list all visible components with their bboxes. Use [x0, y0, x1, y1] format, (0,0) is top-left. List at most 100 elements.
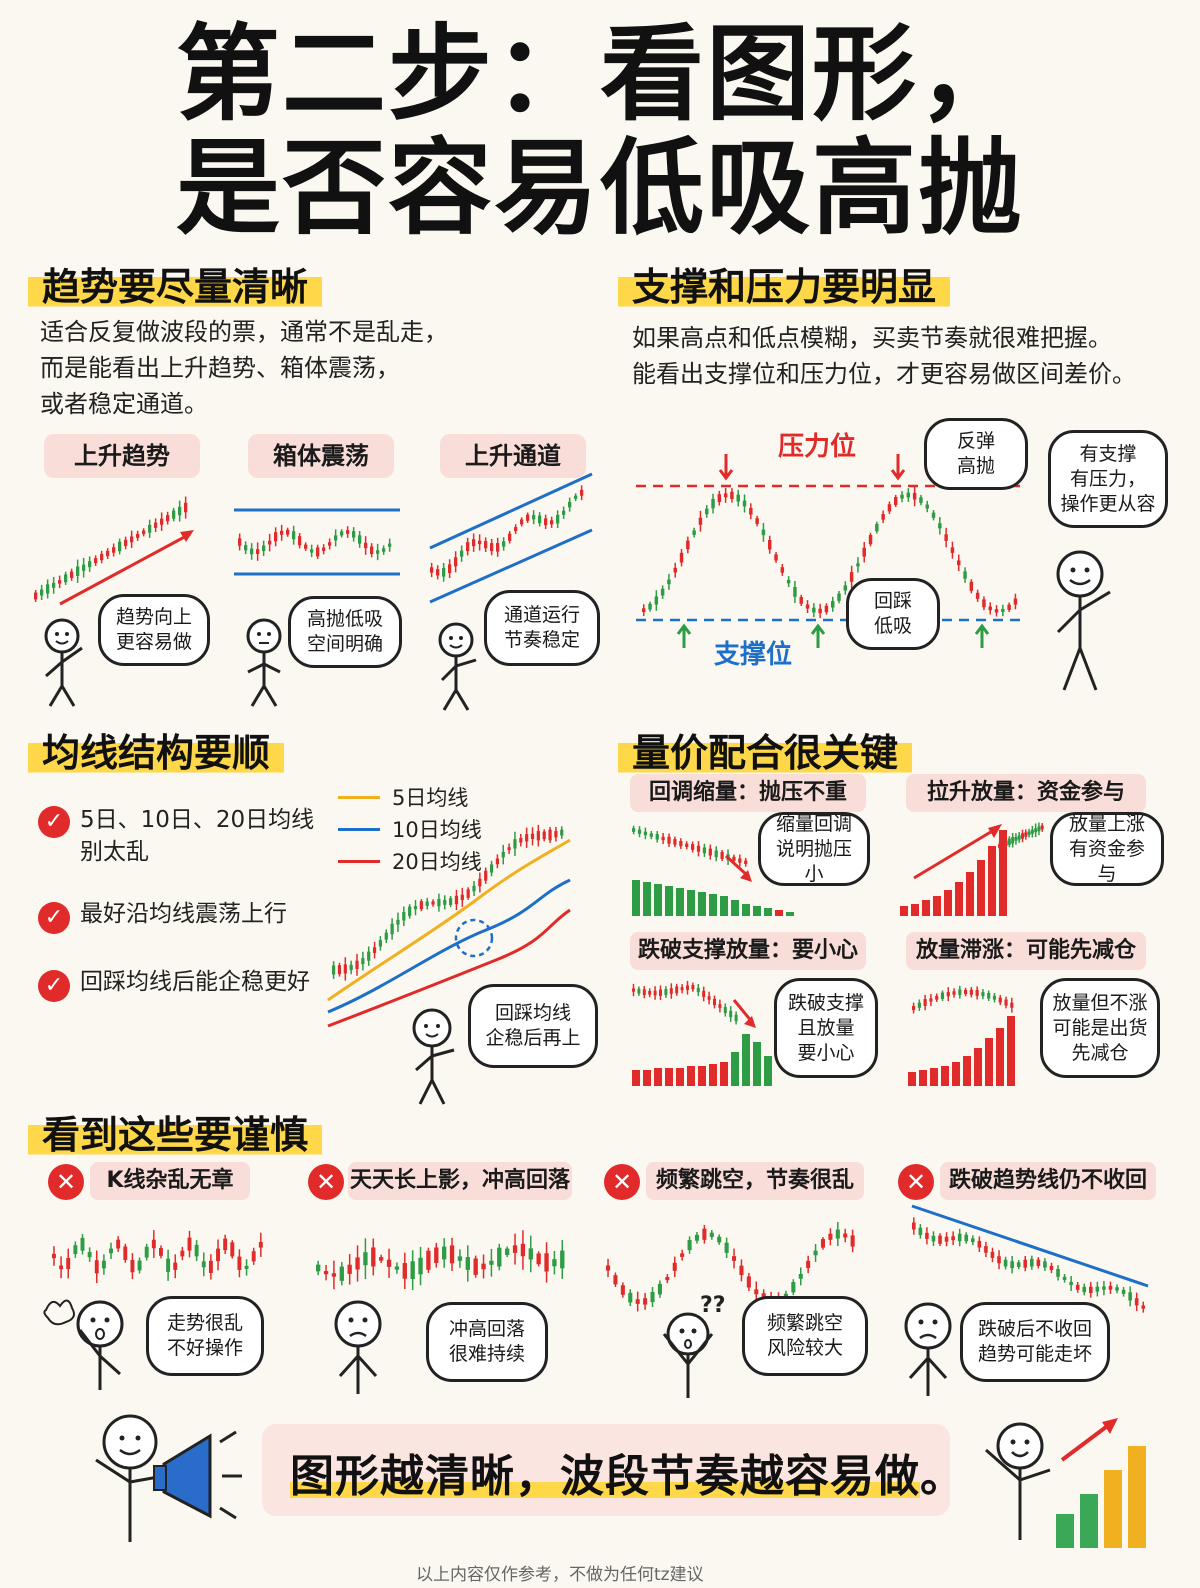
volume-bar — [764, 908, 772, 916]
candle — [454, 557, 458, 567]
candle — [628, 1292, 633, 1303]
candle — [390, 923, 394, 935]
tag-uptrend: 上升趋势 — [44, 434, 200, 478]
candle — [931, 512, 936, 518]
candle — [361, 958, 365, 965]
candle — [118, 541, 122, 552]
caution-bubble-1: 走势很乱 不好操作 — [146, 1296, 264, 1376]
candle — [73, 1245, 78, 1255]
candle — [746, 1276, 751, 1288]
candle — [1040, 825, 1044, 830]
candle — [88, 561, 92, 568]
candle — [552, 1259, 557, 1267]
candle — [376, 550, 380, 554]
candle — [1043, 1261, 1047, 1268]
volume-bar — [786, 912, 794, 916]
bubble-rebound: 反弹 高抛 — [924, 418, 1028, 490]
trend-heading: 趋势要尽量清晰 — [28, 256, 323, 311]
candle — [442, 1246, 447, 1260]
x-icon: ✕ — [898, 1164, 934, 1200]
candle — [717, 1236, 722, 1243]
stick-figure — [246, 618, 282, 707]
candle — [166, 515, 170, 522]
candle — [268, 540, 272, 545]
support-label: 支撑位 — [714, 640, 793, 670]
candle — [1007, 604, 1011, 610]
candle — [1010, 1002, 1014, 1008]
candle — [1011, 837, 1015, 844]
candle — [738, 858, 742, 863]
down-arrows — [718, 454, 906, 481]
candle — [1034, 828, 1038, 833]
candle — [58, 580, 62, 584]
bar-icon — [1128, 1446, 1146, 1548]
candle — [730, 491, 734, 499]
candle — [580, 489, 584, 496]
candle — [724, 1242, 729, 1253]
candle — [64, 574, 68, 583]
vol-tag-4: 放量滞涨：可能先减仓 — [906, 932, 1146, 970]
candle — [465, 1257, 470, 1270]
caution-chart-2 — [316, 1230, 565, 1290]
candle — [394, 1266, 400, 1270]
candle — [707, 996, 711, 1000]
volume-bar — [941, 1066, 949, 1086]
vol-chart-3 — [632, 980, 772, 1086]
candle — [659, 989, 662, 996]
candle — [1128, 1292, 1132, 1301]
candle — [52, 582, 56, 588]
candle — [419, 901, 423, 910]
candle — [478, 540, 482, 545]
candle — [1134, 1298, 1139, 1306]
up-arrows — [676, 623, 990, 648]
candle — [180, 1250, 185, 1257]
candle — [632, 828, 636, 832]
candle — [382, 548, 386, 552]
candle — [430, 567, 434, 573]
ma-item-1: 5日、10日、20日均线 别太乱 — [80, 807, 315, 865]
candle — [371, 1247, 376, 1267]
candle — [496, 543, 500, 552]
volume-bar — [930, 1068, 938, 1086]
candle — [256, 549, 260, 555]
candle — [935, 995, 939, 1000]
volume-bar — [999, 830, 1007, 916]
vol-bubble-1: 缩量回调 说明抛压小 — [758, 812, 870, 886]
candle — [538, 515, 542, 524]
candle — [386, 1259, 392, 1267]
candle — [929, 998, 933, 1002]
vol-chart-4 — [908, 985, 1015, 1086]
candle — [912, 492, 917, 500]
candle — [1016, 1262, 1021, 1267]
candle — [460, 550, 464, 557]
candle — [568, 501, 572, 508]
caution-bubble-3: 频繁跳空 风险较大 — [742, 1296, 868, 1376]
candle — [560, 829, 564, 836]
candle — [448, 564, 452, 574]
candle — [717, 494, 722, 503]
candle — [505, 1248, 510, 1256]
candle — [720, 851, 724, 860]
candle — [526, 514, 530, 521]
candle — [964, 989, 968, 995]
candle — [94, 1260, 99, 1274]
volume-bar — [720, 1062, 728, 1086]
candle — [977, 1240, 982, 1248]
candle — [843, 1233, 848, 1238]
candle — [739, 1265, 744, 1276]
candle — [831, 601, 835, 608]
candle — [694, 1234, 700, 1241]
candle — [337, 965, 342, 975]
candle — [250, 548, 254, 555]
candle — [971, 1238, 975, 1243]
volume-bar — [731, 1052, 739, 1086]
trend-desc-line: 或者稳定通道。 — [40, 390, 208, 418]
candle — [512, 1245, 518, 1253]
candle — [497, 1247, 502, 1267]
vol-bubble-4: 放量但不涨 可能是出货 先减仓 — [1040, 978, 1160, 1078]
candle — [938, 523, 942, 529]
candle — [418, 1257, 423, 1275]
candle — [304, 544, 308, 549]
candle — [881, 514, 885, 520]
candle — [906, 492, 911, 498]
